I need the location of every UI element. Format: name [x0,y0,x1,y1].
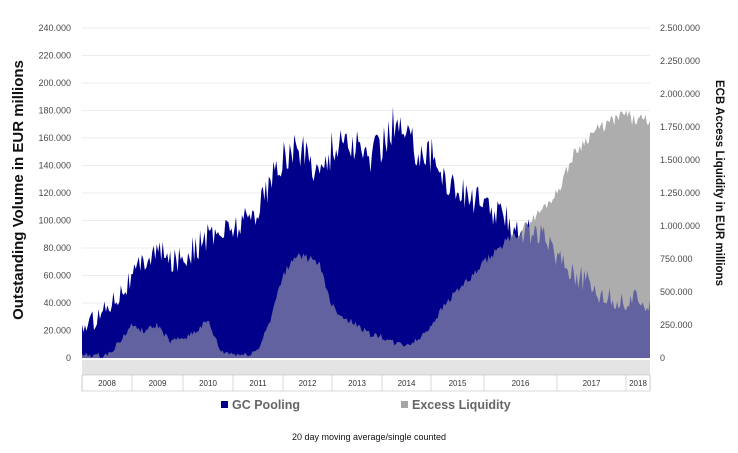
x-year-label: 2015 [449,379,467,388]
chart-footnote: 20 day moving average/single counted [292,432,446,442]
left-y-axis-label: Outstanding Volume in EUR millions [10,60,27,320]
left-y-tick-label: 140.000 [38,161,71,171]
right-y-tick-label: 1.250.000 [660,188,700,198]
x-year-label: 2013 [348,379,366,388]
x-year-label: 2014 [398,379,416,388]
x-year-label: 2018 [629,379,647,388]
left-y-tick-label: 20.000 [43,326,71,336]
legend-gc-pooling-swatch [221,401,228,408]
x-year-label: 2016 [512,379,530,388]
x-axis-upper-band [82,360,650,375]
left-y-tick-label: 200.000 [38,78,71,88]
left-y-tick-label: 40.000 [43,298,71,308]
chart-legend: GC Pooling Excess Liquidity [221,398,511,412]
right-y-tick-label: 1.500.000 [660,155,700,165]
excess-liquidity-overlay [82,110,650,358]
left-y-tick-label: 100.000 [38,216,71,226]
left-y-tick-label: 0 [66,353,71,363]
x-year-label: 2009 [149,379,167,388]
right-y-axis-label: ECB Access Liquidity in EUR millions [713,80,725,286]
right-y-tick-label: 0 [660,353,665,363]
right-y-tick-label: 750.000 [660,254,693,264]
x-year-label: 2008 [98,379,116,388]
left-y-tick-label: 160.000 [38,133,71,143]
left-y-tick-label: 60.000 [43,271,71,281]
gc-pooling-layer [81,106,650,359]
right-y-tick-label: 2.000.000 [660,89,700,99]
legend-excess-liquidity-label: Excess Liquidity [412,398,511,412]
legend-gc-pooling-label: GC Pooling [232,398,300,412]
right-y-tick-label: 250.000 [660,320,693,330]
x-year-label: 2017 [583,379,601,388]
left-y-tick-label: 240.000 [38,23,71,33]
right-y-tick-label: 2.500.000 [660,23,700,33]
left-y-tick-label: 80.000 [43,243,71,253]
right-y-tick-label: 500.000 [660,287,693,297]
right-y-tick-label: 2.250.000 [660,56,700,66]
x-axis-year-strip [81,374,651,392]
left-axis-ticks: 0 20.000 40.000 60.000 80.000 100.000 120.000 1… [38,23,71,363]
x-year-label: 2010 [199,379,217,388]
x-year-label: 2012 [299,379,317,388]
x-axis-year-band: 2008 2009 2010 2011 2012 2013 2014 2015 2016 2017… [81,360,651,392]
right-y-tick-label: 1.000.000 [660,221,700,231]
left-y-tick-label: 180.000 [38,106,71,116]
left-y-tick-label: 120.000 [38,188,71,198]
x-year-label: 2011 [249,379,267,388]
right-y-tick-label: 1.750.000 [660,122,700,132]
left-y-tick-label: 220.000 [38,51,71,61]
legend-excess-liquidity-swatch [401,401,408,408]
right-axis-ticks: 0 250.000 500.000 750.000 1.000.000 1.250.000… [660,23,700,363]
